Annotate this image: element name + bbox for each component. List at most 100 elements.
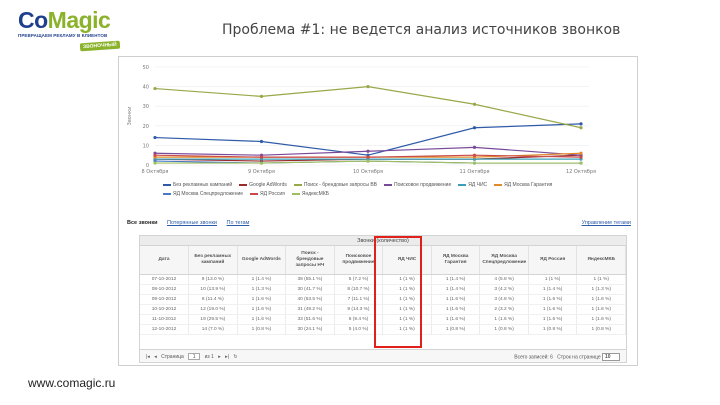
table-cell: 1 (0.8 %) [431, 324, 481, 335]
column-header[interactable]: ЯндексМКБ [576, 246, 626, 275]
legend-swatch [239, 183, 248, 186]
column-header[interactable]: ЯД ЧИС [382, 246, 432, 275]
data-point [259, 139, 264, 144]
legend-item[interactable]: ЯД Россия [250, 190, 285, 199]
table-cell: 38 (55.1 %) [285, 274, 335, 285]
table-cell: 1 (1.3 %) [576, 284, 626, 295]
x-tick-label: 10 Октября [353, 169, 383, 175]
data-point [472, 102, 477, 106]
table-cell: 07-10-2012 [140, 274, 190, 285]
legend-item[interactable]: ЯД Москва Спецпредложение [163, 190, 243, 199]
refresh-icon[interactable]: ↻ [233, 353, 238, 360]
table-cell: 1 (1.4 %) [431, 274, 481, 285]
legend-label: Без рекламных кампаний [173, 182, 233, 188]
column-header[interactable]: Без рекламных кампаний [188, 246, 238, 275]
last-page-button[interactable]: ▸| [225, 353, 229, 360]
table-cell: 1 (1 %) [382, 314, 432, 325]
legend-label: Поиск - брендовые запросы ВВ [303, 182, 377, 188]
table-cell: 9 (13.0 %) [188, 274, 238, 285]
table-cell: 3 (4.8 %) [479, 294, 529, 305]
table-cell: 5 (4.0 %) [334, 324, 384, 335]
legend-item[interactable]: ЯндексМКБ [291, 190, 329, 199]
table-cell: 09-10-2012 [140, 294, 190, 305]
table-cell: 6 (9.4 %) [334, 314, 384, 325]
table-cell: 1 (1.6 %) [576, 314, 626, 325]
data-point [153, 86, 157, 91]
data-point [472, 145, 477, 149]
tab-lost-calls[interactable]: Потерянные звонки [167, 220, 217, 226]
table-cell: 33 (51.6 %) [285, 314, 335, 325]
legend-item[interactable]: Поиск - брендовые запросы ВВ [293, 181, 377, 190]
table-cell: 12 (19.0 %) [188, 304, 238, 315]
data-point [472, 126, 477, 130]
y-tick-label: 30 [143, 104, 149, 110]
prev-page-button[interactable]: ◂ [154, 353, 157, 360]
table-row: 10-10-2012 12 (19.0 %) 1 (1.6 %) 31 (49.2 %… [140, 304, 626, 315]
table-cell: 1 (1.6 %) [431, 314, 481, 325]
table-cell: 30 (41.7 %) [285, 284, 335, 295]
table-cell: 1 (1 %) [382, 274, 432, 285]
first-page-button[interactable]: |◂ [146, 353, 150, 360]
table-row: 08-10-2012 10 (13.9 %) 1 (1.3 %) 30 (41.7 %… [140, 284, 626, 295]
legend-item[interactable]: Google AdWords [239, 181, 287, 190]
table-cell: 14 (7.0 %) [188, 324, 238, 335]
table-cell: 1 (0.8 %) [479, 324, 529, 335]
column-header[interactable]: Поиск - брендовые запросы НЧ [285, 246, 335, 275]
manage-tags-link[interactable]: Управление тегами [581, 220, 631, 226]
next-page-button[interactable]: ▸ [218, 353, 221, 360]
y-tick-label: 50 [143, 65, 149, 71]
page-label: Страница [161, 353, 184, 360]
data-point [366, 149, 370, 153]
tab-all-calls[interactable]: Все звонки [127, 220, 158, 226]
data-point [259, 155, 264, 159]
column-header[interactable]: ЯД Москва Гарантия [431, 246, 481, 275]
y-axis-label: Звонки [127, 107, 133, 126]
column-header[interactable]: Дата [140, 246, 190, 275]
data-point [153, 135, 157, 140]
logo-wordmark: CoMagic [18, 7, 111, 33]
table-cell: 1 (1 %) [382, 324, 432, 335]
y-tick-label: 10 [143, 143, 149, 149]
table-cell: 2 (3.2 %) [479, 304, 529, 315]
calls-line-chart: 50 40 30 20 10 0 Звонки 8 Октября 9 Октября 10 Ок… [119, 57, 639, 197]
column-header[interactable]: ЯД Россия [528, 246, 578, 275]
table-cell: 1 (1.6 %) [237, 294, 287, 305]
legend-label: Google AdWords [249, 182, 287, 188]
x-tick-label: 8 Октября [142, 169, 169, 175]
table-row: 12-10-2012 14 (7.0 %) 1 (0.8 %) 30 (24.1 %)… [140, 324, 626, 335]
column-header[interactable]: Google AdWords [237, 246, 287, 275]
data-point [472, 153, 477, 157]
table-cell: 1 (1.6 %) [528, 294, 578, 305]
table-row: 09-10-2012 6 (11.4 %) 1 (1.6 %) 40 (63.5 %)… [140, 294, 626, 305]
ya-chis-highlight-box [374, 236, 422, 348]
legend-item[interactable]: ЯД Москва Гарантия [494, 181, 552, 190]
legend-swatch [163, 183, 171, 186]
table-cell: 1 (1 %) [576, 274, 626, 285]
table-cell: 12-10-2012 [140, 324, 190, 335]
legend-item[interactable]: Поисковое продвижение [384, 181, 451, 190]
table-cell: 9 (14.3 %) [334, 304, 384, 315]
table-cell: 1 (1.4 %) [528, 284, 578, 295]
legend-swatch [458, 183, 467, 186]
data-point [579, 161, 583, 165]
tab-by-tags[interactable]: По тегам [226, 220, 250, 226]
data-point [579, 122, 583, 126]
page-input[interactable]: 1 [188, 353, 201, 360]
table-cell: 1 (1.6 %) [237, 314, 287, 325]
table-cell: 1 (1.6 %) [576, 294, 626, 305]
y-tick-label: 0 [146, 163, 149, 169]
column-header[interactable]: ЯД Москва Спецпредложение [479, 246, 529, 275]
legend-item[interactable]: Без рекламных кампаний [163, 181, 232, 190]
data-point [579, 151, 583, 155]
table-cell: 19 (29.5 %) [188, 314, 238, 325]
table-row: 07-10-2012 9 (13.0 %) 1 (1.4 %) 38 (55.1 %)… [140, 274, 626, 285]
legend-swatch [384, 183, 392, 186]
table-cell: 1 (1.6 %) [528, 304, 578, 315]
legend-item[interactable]: ЯД ЧИС [458, 181, 487, 190]
per-page-label: Строк на странице [557, 354, 601, 361]
footer-url: www.comagic.ru [28, 376, 116, 390]
table-cell: 1 (1.6 %) [576, 304, 626, 315]
series-line [154, 85, 582, 129]
table-cell: 30 (24.1 %) [285, 324, 335, 335]
per-page-select[interactable]: 10 [602, 353, 620, 361]
